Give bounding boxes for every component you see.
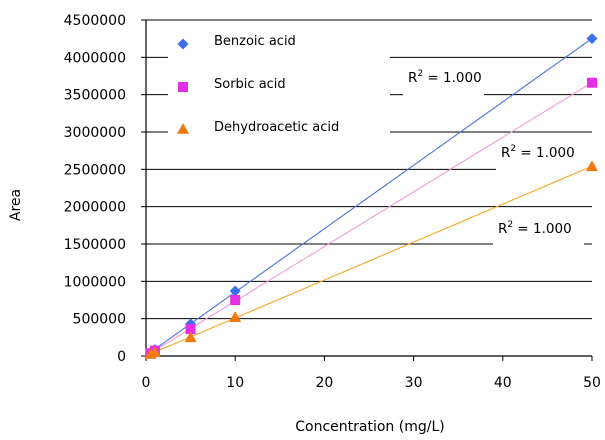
data-point-2-3 [229, 311, 242, 322]
axes [141, 19, 593, 361]
legend-marker-0 [177, 38, 189, 50]
x-tick-label: 20 [315, 375, 333, 391]
r-squared-annotations: R2 = 1.000 R2 = 1.000 R2 = 1.000 [408, 69, 575, 237]
x-tick-label: 30 [405, 375, 423, 391]
legend-marker-2 [177, 123, 189, 134]
data-point-2-4 [586, 160, 598, 172]
legend-label-1: Sorbic acid [214, 77, 286, 92]
y-tick-label: 3500000 [64, 88, 126, 104]
legend-marker-1 [178, 82, 188, 92]
y-axis-title: Area [8, 189, 24, 221]
y-tick-label: 4500000 [64, 13, 126, 29]
y-tick-label: 1000000 [64, 274, 126, 290]
y-tick-label: 2500000 [64, 162, 126, 178]
fit-lines [150, 38, 593, 355]
fit-line-0 [150, 38, 593, 353]
x-tick-label: 10 [226, 375, 244, 391]
legend-label-2: Dehydroacetic acid [214, 120, 339, 135]
data-point-1-3 [230, 295, 241, 305]
x-tick-label: 50 [583, 375, 601, 391]
x-axis-title: Concentration (mg/L) [295, 419, 444, 435]
r-squared-label-1: R2 = 1.000 [501, 144, 575, 161]
data-point-2-2 [184, 331, 197, 343]
y-tick-label: 0 [117, 349, 126, 365]
legend: Benzoic acid Sorbic acid Dehydroacetic aci… [177, 34, 339, 135]
y-tick-label: 500000 [73, 312, 126, 328]
y-tick-label: 2000000 [64, 200, 126, 216]
data-point-1-4 [587, 77, 597, 88]
data-point-1-2 [185, 324, 196, 335]
grid-lines [146, 19, 592, 320]
x-tick-label: 40 [494, 375, 512, 391]
y-tick-label: 4000000 [64, 50, 126, 66]
fit-line-2 [150, 165, 593, 355]
fit-line-1 [150, 82, 593, 354]
r-squared-label-2: R2 = 1.000 [498, 220, 572, 237]
legend-label-0: Benzoic acid [214, 34, 296, 49]
r-squared-label-0: R2 = 1.000 [408, 69, 482, 86]
tick-labels: 0 500000 1000000 1500000 2000000 2500000 30000… [64, 13, 601, 391]
x-tick-label: 0 [142, 375, 151, 391]
y-tick-label: 1500000 [64, 237, 126, 253]
data-point-2-1 [148, 346, 161, 358]
data-point-0-4 [586, 33, 598, 45]
data-point-0-3 [229, 285, 241, 297]
y-tick-label: 3000000 [64, 125, 126, 141]
data-points [144, 33, 598, 359]
